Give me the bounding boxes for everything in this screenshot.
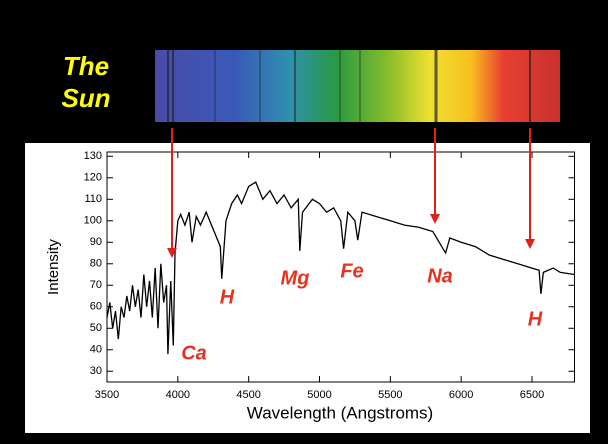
y-tick-label: 90 xyxy=(90,236,102,248)
x-tick-label: 5500 xyxy=(378,389,402,401)
y-tick-label: 60 xyxy=(90,301,102,313)
x-tick-label: 6000 xyxy=(449,389,473,401)
title-line: The xyxy=(63,51,109,81)
annotation: H xyxy=(220,286,235,308)
spectrum-line xyxy=(106,181,575,355)
x-tick-label: 3500 xyxy=(95,389,119,401)
annotation: Ca xyxy=(181,342,207,364)
annotation: Fe xyxy=(340,260,363,282)
annotation: Mg xyxy=(281,267,310,289)
x-axis-label: Wavelength (Angstroms) xyxy=(247,403,433,422)
plot-frame xyxy=(106,151,575,383)
y-tick-label: 110 xyxy=(84,193,102,205)
y-tick-label: 130 xyxy=(84,150,102,162)
plot-panel xyxy=(25,143,590,433)
arrow-head xyxy=(430,214,440,224)
spectrum-strip xyxy=(155,50,560,122)
annotation: Na xyxy=(427,265,453,287)
x-tick-label: 4500 xyxy=(236,389,260,401)
y-tick-label: 100 xyxy=(84,215,102,227)
absorption-lines xyxy=(167,50,531,122)
y-axis-label: Intensity xyxy=(45,239,62,295)
y-tick-label: 50 xyxy=(90,322,102,334)
x-tick-label: 5000 xyxy=(307,389,331,401)
annotation: H xyxy=(528,308,543,330)
y-tick-label: 30 xyxy=(90,365,102,377)
arrows xyxy=(167,128,535,258)
y-tick-label: 70 xyxy=(90,279,102,291)
y-tick-label: 80 xyxy=(90,258,102,270)
arrow-head xyxy=(167,248,177,258)
spectrum-band xyxy=(155,50,560,122)
y-tick-label: 40 xyxy=(90,344,102,356)
y-tick-label: 120 xyxy=(84,172,102,184)
title-line: Sun xyxy=(61,83,110,113)
arrow-head xyxy=(525,239,535,249)
x-tick-label: 4000 xyxy=(166,389,190,401)
x-tick-label: 6500 xyxy=(520,389,544,401)
